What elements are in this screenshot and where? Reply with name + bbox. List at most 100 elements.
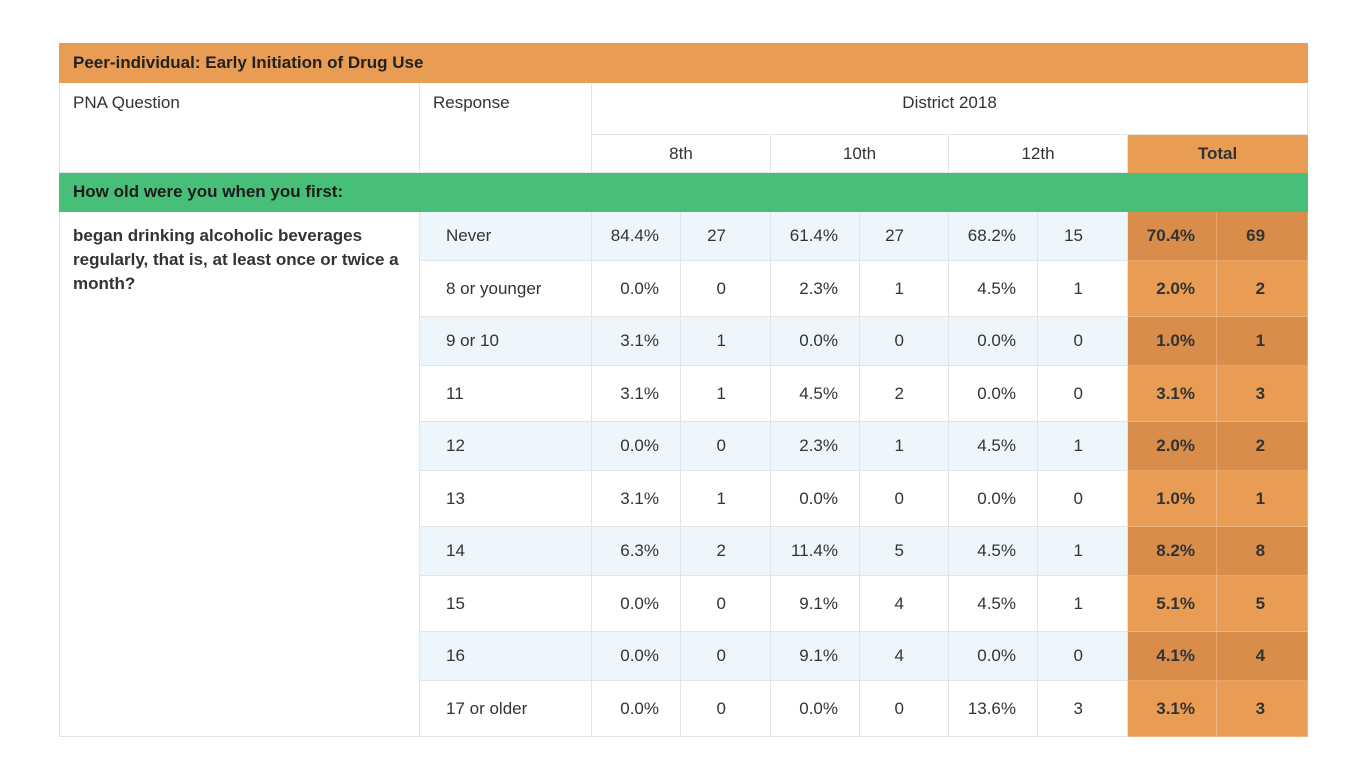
- cell-12th-count: 1: [1037, 575, 1128, 632]
- section-label: How old were you when you first:: [58, 172, 1309, 212]
- response-label: 16: [419, 631, 592, 681]
- cell-10th-count: 0: [859, 680, 949, 737]
- cell-8th-percent: 3.1%: [591, 365, 681, 422]
- cell-12th-count: 1: [1037, 260, 1128, 317]
- cell-10th-percent: 2.3%: [770, 260, 860, 317]
- cell-8th-percent: 0.0%: [591, 575, 681, 632]
- cell-total-count: 2: [1215, 421, 1309, 471]
- response-label: 14: [419, 526, 592, 576]
- question-text: began drinking alcoholic beverages regul…: [59, 211, 420, 737]
- table-row: 8 or younger 0.0% 0 2.3% 1 4.5% 1 2.0% 2: [60, 260, 1309, 317]
- response-label: 12: [419, 421, 592, 471]
- cell-12th-percent: 4.5%: [948, 421, 1038, 471]
- cell-10th-percent: 11.4%: [770, 526, 860, 576]
- cell-10th-count: 2: [859, 365, 949, 422]
- cell-8th-percent: 84.4%: [591, 211, 681, 261]
- cell-10th-count: 27: [859, 211, 949, 261]
- cell-total-count: 4: [1215, 631, 1309, 681]
- table-row: began drinking alcoholic beverages regul…: [59, 211, 1309, 737]
- cell-10th-percent: 9.1%: [770, 631, 860, 681]
- cell-total-percent: 2.0%: [1127, 260, 1217, 317]
- section-header-row: How old were you when you first:: [58, 172, 1309, 212]
- cell-10th-count: 4: [859, 575, 949, 632]
- grade-header-8th: 8th: [591, 134, 771, 173]
- cell-10th-percent: 61.4%: [770, 211, 860, 261]
- cell-10th-percent: 9.1%: [770, 575, 860, 632]
- cell-12th-percent: 0.0%: [948, 365, 1038, 422]
- cell-total-percent: 3.1%: [1127, 365, 1217, 422]
- cell-8th-percent: 6.3%: [591, 526, 681, 576]
- cell-8th-percent: 0.0%: [591, 260, 681, 317]
- grade-header-10th: 10th: [770, 134, 949, 173]
- cell-12th-percent: 4.5%: [948, 575, 1038, 632]
- cell-10th-count: 5: [859, 526, 949, 576]
- cell-8th-count: 0: [680, 421, 771, 471]
- cell-12th-count: 0: [1037, 631, 1128, 681]
- response-label: 13: [419, 470, 592, 527]
- cell-total-percent: 70.4%: [1127, 211, 1217, 261]
- cell-12th-count: 3: [1037, 680, 1128, 737]
- cell-total-percent: 2.0%: [1127, 421, 1217, 471]
- grade-header-12th: 12th: [948, 134, 1128, 173]
- cell-8th-count: 1: [680, 365, 771, 422]
- table-title: Peer-individual: Early Initiation of Dru…: [58, 43, 1309, 83]
- table-row: 15 0.0% 0 9.1% 4 4.5% 1 5.1% 5: [60, 575, 1309, 632]
- cell-12th-count: 0: [1037, 365, 1128, 422]
- cell-total-count: 69: [1215, 211, 1309, 261]
- cell-total-percent: 1.0%: [1127, 316, 1217, 366]
- cell-12th-percent: 0.0%: [948, 470, 1038, 527]
- cell-total-count: 5: [1215, 575, 1309, 632]
- response-label: 9 or 10: [419, 316, 592, 366]
- cell-total-percent: 5.1%: [1127, 575, 1217, 632]
- table-row: 16 0.0% 0 9.1% 4 0.0% 0 4.1% 4: [60, 631, 1309, 681]
- header-row-grades: 8th 10th 12th Total: [60, 134, 1309, 173]
- cell-8th-percent: 3.1%: [591, 470, 681, 527]
- group-header-district: District 2018: [590, 82, 1309, 135]
- cell-8th-count: 2: [680, 526, 771, 576]
- table-row: 13 3.1% 1 0.0% 0 0.0% 0 1.0% 1: [60, 470, 1309, 527]
- table-row: 11 3.1% 1 4.5% 2 0.0% 0 3.1% 3: [60, 365, 1309, 422]
- cell-total-percent: 3.1%: [1127, 680, 1217, 737]
- cell-10th-percent: 4.5%: [770, 365, 860, 422]
- table-title-row: Peer-individual: Early Initiation of Dru…: [58, 43, 1309, 83]
- cell-10th-percent: 0.0%: [770, 316, 860, 366]
- cell-12th-count: 0: [1037, 316, 1128, 366]
- cell-total-percent: 1.0%: [1127, 470, 1217, 527]
- cell-10th-count: 4: [859, 631, 949, 681]
- cell-total-count: 2: [1215, 260, 1309, 317]
- cell-8th-count: 0: [680, 631, 771, 681]
- cell-8th-percent: 0.0%: [591, 631, 681, 681]
- cell-8th-percent: 0.0%: [591, 421, 681, 471]
- cell-total-percent: 4.1%: [1127, 631, 1217, 681]
- cell-12th-percent: 4.5%: [948, 526, 1038, 576]
- cell-10th-count: 0: [859, 316, 949, 366]
- cell-10th-count: 1: [859, 421, 949, 471]
- cell-12th-percent: 68.2%: [948, 211, 1038, 261]
- cell-10th-count: 0: [859, 470, 949, 527]
- cell-total-percent: 8.2%: [1127, 526, 1217, 576]
- cell-12th-count: 1: [1037, 421, 1128, 471]
- response-label: 15: [419, 575, 592, 632]
- table-row: 12 0.0% 0 2.3% 1 4.5% 1 2.0% 2: [60, 421, 1309, 471]
- total-header: Total: [1126, 134, 1309, 173]
- table-row: 14 6.3% 2 11.4% 5 4.5% 1 8.2% 8: [60, 526, 1309, 576]
- column-header-question: PNA Question: [59, 82, 420, 173]
- table-row: 9 or 10 3.1% 1 0.0% 0 0.0% 0 1.0% 1: [60, 316, 1309, 366]
- cell-total-count: 3: [1215, 680, 1309, 737]
- cell-total-count: 1: [1215, 316, 1309, 366]
- response-label: Never: [419, 211, 592, 261]
- cell-10th-percent: 2.3%: [770, 421, 860, 471]
- header-row-primary: PNA Question Response District 2018: [59, 82, 1309, 173]
- cell-total-count: 8: [1215, 526, 1309, 576]
- cell-12th-percent: 0.0%: [948, 631, 1038, 681]
- cell-8th-count: 1: [680, 316, 771, 366]
- survey-table-container: Peer-individual: Early Initiation of Dru…: [58, 43, 1309, 737]
- cell-8th-count: 0: [680, 575, 771, 632]
- cell-total-count: 1: [1215, 470, 1309, 527]
- cell-12th-count: 15: [1037, 211, 1128, 261]
- drug-use-table: Peer-individual: Early Initiation of Dru…: [58, 43, 1309, 737]
- cell-12th-percent: 0.0%: [948, 316, 1038, 366]
- cell-10th-percent: 0.0%: [770, 680, 860, 737]
- response-label: 17 or older: [419, 680, 592, 737]
- cell-8th-percent: 3.1%: [591, 316, 681, 366]
